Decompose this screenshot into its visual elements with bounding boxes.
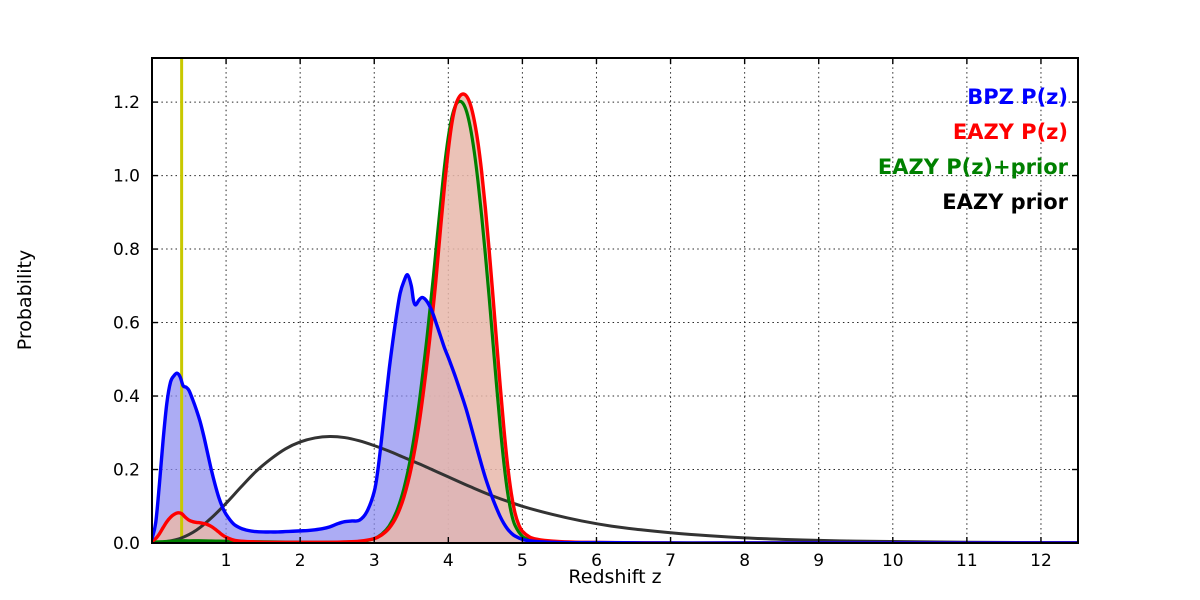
series-line <box>152 273 1078 543</box>
x-tick-label: 7 <box>665 551 676 571</box>
legend-entry: EAZY P(z) <box>953 120 1068 144</box>
x-tick-label: 8 <box>739 551 750 571</box>
legend-entry: EAZY prior <box>942 190 1068 214</box>
x-tick-label: 4 <box>443 551 454 571</box>
x-tick-label: 10 <box>882 551 904 571</box>
series-fill <box>152 274 1078 543</box>
tick-labels: 1 2 3 4 5 6 7 8 9 10 11 120.00.20.40.60.81.01.2 <box>113 93 1052 571</box>
legend-entry: BPZ P(z) <box>967 85 1068 109</box>
axes-background <box>152 58 1078 543</box>
y-axis-label: Probability <box>14 250 36 350</box>
x-tick-label: 5 <box>517 551 528 571</box>
series-fills <box>152 94 1078 543</box>
x-tick-label: 2 <box>295 551 306 571</box>
x-tick-label: 9 <box>813 551 824 571</box>
y-tick-label: 1.0 <box>113 167 140 187</box>
x-tick-label: 11 <box>956 551 978 571</box>
series-line <box>152 92 1078 543</box>
y-tick-label: 0.2 <box>113 461 140 481</box>
y-tick-label: 0.0 <box>113 534 140 554</box>
x-axis-label: Redshift z <box>568 566 661 588</box>
y-tick-label: 0.8 <box>113 240 140 260</box>
series-curves <box>152 92 1078 543</box>
y-tick-label: 1.2 <box>113 93 140 113</box>
x-tick-label: 1 <box>221 551 232 571</box>
legend: BPZ P(z) EAZY P(z) EAZY P(z)+prior EAZY pri… <box>878 85 1069 214</box>
x-tick-label: 3 <box>369 551 380 571</box>
series-line <box>152 434 1078 543</box>
x-tick-label: 12 <box>1030 551 1052 571</box>
x-tick-label: 6 <box>591 551 602 571</box>
y-tick-label: 0.6 <box>113 314 140 334</box>
y-tick-label: 0.4 <box>113 387 140 407</box>
axes-frame <box>151 57 1079 544</box>
legend-entry: EAZY P(z)+prior <box>878 155 1069 179</box>
